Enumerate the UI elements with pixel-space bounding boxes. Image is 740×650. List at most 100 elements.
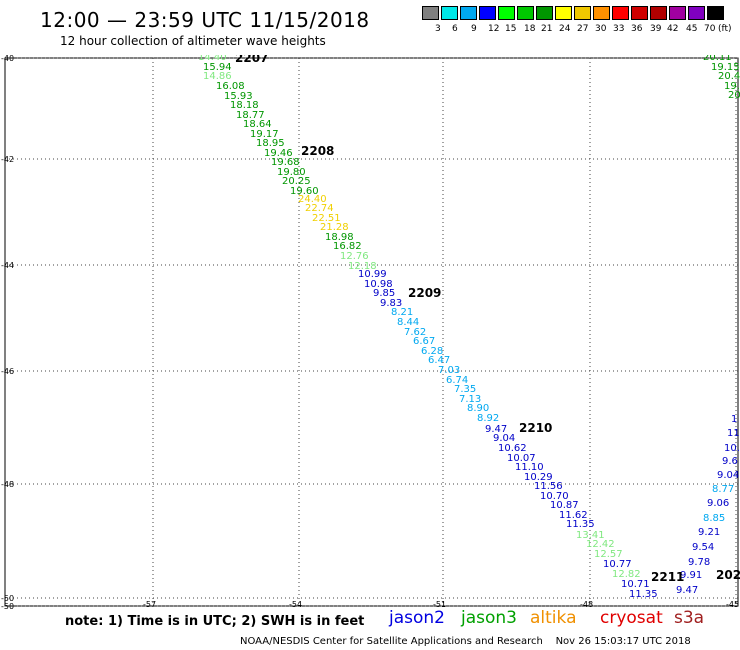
wave-height-value: 20.11 [703,55,732,63]
satellite-name: altika [530,608,577,628]
wave-height-value: 7.13 [459,394,481,405]
wave-height-value: 9.54 [692,542,714,553]
wave-height-value: 11.56 [534,481,563,492]
legend-swatch [669,6,686,20]
legend-label: 36 [631,24,643,34]
wave-height-value: 18.77 [236,110,265,121]
legend-label: 15 [505,24,517,34]
legend-swatch [631,6,648,20]
wave-height-value: 20 [728,90,740,101]
wave-height-value: 9.6 [722,456,738,467]
wave-height-value: 11.35 [629,589,658,600]
legend-swatch [650,6,667,20]
pass-time-label: 2210 [519,421,552,435]
legend-label: 6 [452,24,458,34]
wave-height-value: 7.62 [404,327,426,338]
wave-height-value: 18.64 [243,119,272,130]
wave-height-value: 16.08 [216,81,245,92]
wave-height-value: 7.35 [454,384,476,395]
wave-height-value: 9.21 [698,527,720,538]
wave-height-value: 11.10 [515,462,544,473]
wave-height-value: 10.07 [507,453,536,464]
wave-height-value: 1 [731,414,737,425]
latitude-label: -46 [1,367,14,376]
satellite-name: cryosat [600,608,663,628]
legend-label: 45 [686,24,698,34]
legend-label: 33 [613,24,625,34]
legend-swatch [574,6,591,20]
longitude-label: -51 [433,600,446,609]
credit-line: NOAA/NESDIS Center for Satellite Applica… [240,636,691,647]
wave-height-value: 12.76 [340,251,369,262]
wave-height-value: 6.47 [428,355,450,366]
legend-swatch [707,6,724,20]
wave-height-value: 15.93 [224,91,253,102]
wave-height-value: 14.40 [198,55,227,63]
map-subtitle: 12 hour collection of altimeter wave hei… [60,34,326,48]
satellite-name: jason3 [461,608,517,628]
legend-swatch [536,6,553,20]
legend-swatch [517,6,534,20]
wave-height-value: 18.18 [230,100,259,111]
legend-label: 12 [488,24,500,34]
wave-height-value: 6.28 [421,346,443,357]
wave-height-value: 14.86 [203,71,232,82]
legend-label: 27 [577,24,589,34]
legend-label: 9 [471,24,477,34]
wave-height-value: 9.47 [676,585,698,596]
pass-time-label: 202 [716,568,740,582]
wave-height-value: 19.60 [290,186,319,197]
pass-time-label: 2208 [301,144,334,158]
legend-swatch [479,6,496,20]
wave-height-value: 10.99 [358,269,387,280]
legend-swatch [460,6,477,20]
latitude-label: -40 [1,55,14,63]
wave-height-value: 10.70 [540,491,569,502]
pass-time-label: 2207 [235,55,268,65]
wave-height-value: 8.21 [391,307,413,318]
wave-height-value: 15.94 [203,62,232,73]
wave-height-value: 24.40 [298,194,327,205]
wave-height-value: 20.25 [282,176,311,187]
map-title: 12:00 — 23:59 UTC 11/15/2018 [40,8,370,32]
latitude-label: -50 [1,594,14,603]
wave-height-value: 18.98 [325,232,354,243]
legend-label: 42 [667,24,679,34]
longitude-label: -48 [580,600,593,609]
wave-height-value: 10.87 [550,500,579,511]
wave-height-value: 19.17 [250,129,279,140]
wave-height-value: 19.46 [264,148,293,159]
wave-height-value: 7.03 [438,365,460,376]
latitude-label: -42 [1,155,14,164]
legend-swatch [555,6,572,20]
wave-height-value: 16.82 [333,241,362,252]
wave-height-value: 19.68 [271,157,300,168]
legend-swatch [498,6,515,20]
wave-height-value: 9.06 [707,498,729,509]
credit-text: NOAA/NESDIS Center for Satellite Applica… [240,636,543,647]
wave-height-value: 10.77 [603,559,632,570]
wave-height-value: 19. [724,81,740,92]
legend-label: 18 [524,24,536,34]
wave-height-value: 11 [727,428,740,439]
wave-height-value: 9.04 [493,433,515,444]
wave-height-value: 10.71 [621,579,650,590]
pass-time-label: 2209 [408,286,441,300]
wave-height-value: 18.95 [256,138,285,149]
wave-height-value: 9.85 [373,288,395,299]
wave-height-value: 11.35 [566,519,595,530]
wave-height-value: 8.92 [477,413,499,424]
wave-height-value: 10.29 [524,472,553,483]
wave-height-value: 9.83 [380,298,402,309]
wave-height-value: 9.78 [688,557,710,568]
legend-swatch [688,6,705,20]
wave-height-value: 9.04 [717,470,739,481]
latitude-label: -48 [1,480,14,489]
wave-height-value: 10.98 [364,279,393,290]
wave-height-value: 22.51 [312,213,341,224]
legend-label: 24 [559,24,571,34]
wave-height-value: 21.28 [320,222,349,233]
wave-height-value: 12.42 [586,539,615,550]
wave-height-value: 12.57 [594,549,623,560]
wave-height-value: 6.67 [413,336,435,347]
